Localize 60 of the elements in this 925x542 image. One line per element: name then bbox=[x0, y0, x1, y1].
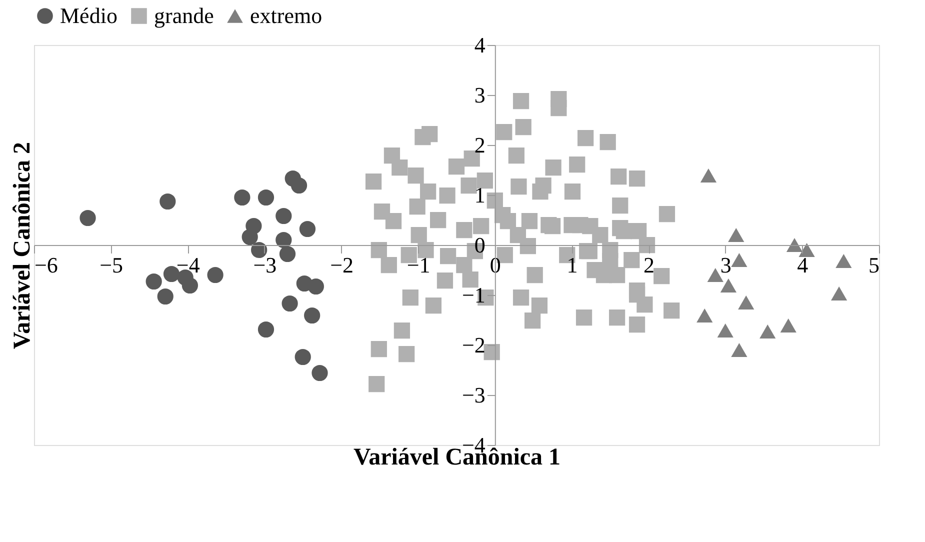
point bbox=[258, 321, 274, 338]
point bbox=[830, 286, 848, 300]
point bbox=[294, 348, 311, 366]
y-tick-label: 0 bbox=[474, 232, 486, 258]
x-tick-label: −4 bbox=[176, 252, 200, 278]
legend-label: Médio bbox=[60, 3, 118, 28]
point bbox=[276, 208, 292, 224]
point bbox=[731, 343, 748, 357]
point bbox=[207, 266, 224, 284]
legend-label: extremo bbox=[250, 3, 322, 28]
y-tick-label: 4 bbox=[474, 32, 486, 58]
x-tick-label: 2 bbox=[644, 252, 655, 278]
point bbox=[731, 253, 748, 267]
point bbox=[728, 228, 744, 242]
y-tick-label: −3 bbox=[462, 382, 486, 408]
point bbox=[720, 278, 736, 292]
legend-label: grande bbox=[154, 3, 214, 28]
point bbox=[251, 242, 268, 258]
point bbox=[717, 324, 734, 338]
y-tick-label: −1 bbox=[462, 282, 486, 308]
x-tick-label: −6 bbox=[34, 252, 58, 278]
point bbox=[780, 318, 796, 332]
point bbox=[234, 189, 250, 206]
point bbox=[157, 288, 174, 305]
point bbox=[279, 246, 296, 262]
point bbox=[798, 243, 815, 257]
y-tick-label: 2 bbox=[474, 132, 486, 158]
x-tick-label: 3 bbox=[720, 252, 732, 278]
y-tick-label: −2 bbox=[462, 332, 486, 358]
point bbox=[80, 210, 96, 226]
x-tick-label: 4 bbox=[797, 252, 808, 278]
point bbox=[182, 277, 198, 294]
y-tick-label: 3 bbox=[474, 82, 486, 108]
x-tick-label: 0 bbox=[490, 252, 501, 278]
x-tick-label: 5 bbox=[868, 252, 880, 278]
point bbox=[242, 228, 258, 246]
point bbox=[836, 254, 852, 268]
x-tick-label: −3 bbox=[253, 252, 277, 278]
point bbox=[312, 364, 328, 382]
point bbox=[160, 193, 176, 210]
point bbox=[282, 295, 298, 312]
x-tick-label: 1 bbox=[566, 252, 578, 278]
point bbox=[707, 268, 724, 282]
point bbox=[760, 324, 776, 338]
point bbox=[146, 273, 162, 290]
y-axis-title: Variável Canônica 2 bbox=[10, 142, 36, 350]
y-tick-label: 1 bbox=[474, 182, 486, 208]
point bbox=[696, 308, 713, 322]
point bbox=[299, 220, 316, 238]
point bbox=[786, 238, 803, 252]
x-tick-label: −1 bbox=[406, 252, 430, 278]
point bbox=[738, 296, 754, 310]
point bbox=[290, 177, 308, 194]
point bbox=[700, 168, 717, 182]
point bbox=[304, 307, 320, 324]
point bbox=[308, 278, 324, 295]
point bbox=[276, 232, 292, 248]
point bbox=[258, 189, 274, 206]
x-tick-label: −2 bbox=[330, 252, 354, 278]
x-tick-label: −5 bbox=[100, 252, 124, 278]
